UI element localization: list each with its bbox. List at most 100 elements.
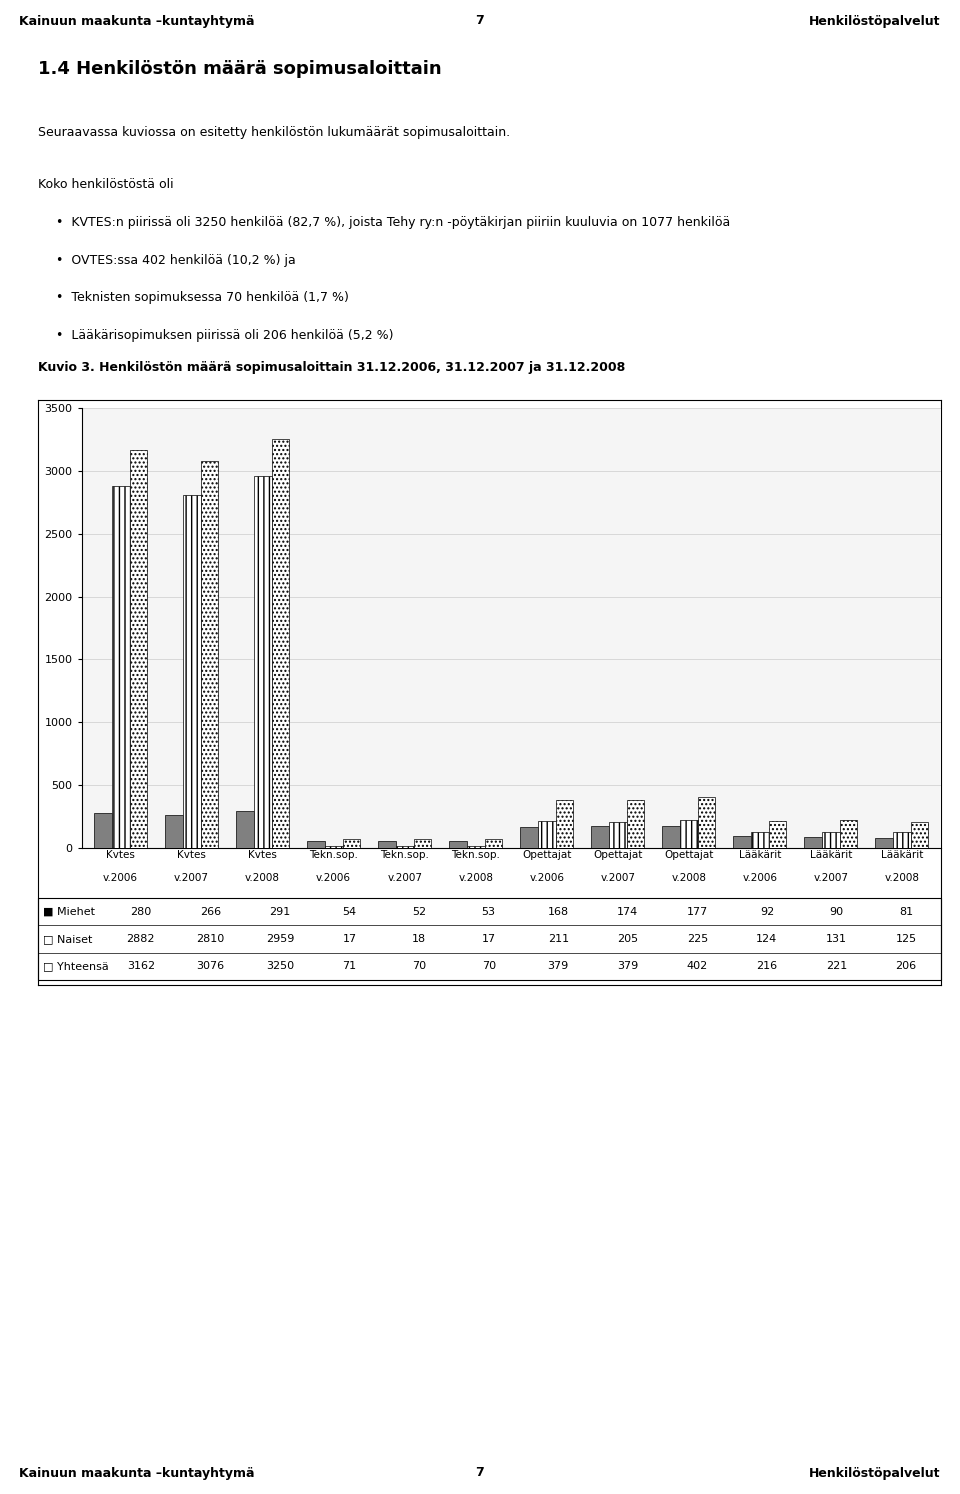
Text: ■ Miehet: ■ Miehet: [43, 907, 95, 917]
Text: Tekn.sop.: Tekn.sop.: [451, 850, 500, 861]
Text: Lääkärit: Lääkärit: [809, 850, 852, 861]
Text: •  Lääkärisopimuksen piirissä oli 206 henkilöä (5,2 %): • Lääkärisopimuksen piirissä oli 206 hen…: [57, 330, 394, 342]
Bar: [627, 801, 644, 849]
Text: Seuraavassa kuviossa on esitetty henkilöstön lukumäärät sopimusaloittain.: Seuraavassa kuviossa on esitetty henkilö…: [38, 125, 511, 139]
Text: 124: 124: [756, 934, 778, 944]
Text: 3250: 3250: [266, 961, 294, 971]
Text: 216: 216: [756, 961, 778, 971]
Text: 177: 177: [686, 907, 708, 917]
Text: 3162: 3162: [127, 961, 155, 971]
Text: v.2006: v.2006: [316, 872, 351, 883]
Bar: [201, 462, 218, 849]
Text: Kainuun maakunta –kuntayhtymä: Kainuun maakunta –kuntayhtymä: [19, 15, 254, 27]
Text: v.2007: v.2007: [813, 872, 849, 883]
Bar: [804, 837, 822, 849]
Text: Tekn.sop.: Tekn.sop.: [309, 850, 358, 861]
Text: Opettajat: Opettajat: [522, 850, 571, 861]
Bar: [378, 841, 396, 849]
Text: Henkilöstöpalvelut: Henkilöstöpalvelut: [809, 15, 941, 27]
Bar: [609, 822, 627, 849]
Bar: [130, 451, 147, 849]
Bar: [893, 832, 911, 849]
Text: 7: 7: [475, 15, 485, 27]
Text: 379: 379: [617, 961, 638, 971]
Text: Lääkärit: Lääkärit: [738, 850, 780, 861]
Bar: [414, 840, 431, 849]
Bar: [307, 841, 324, 849]
Text: 17: 17: [482, 934, 495, 944]
Text: 54: 54: [343, 907, 356, 917]
Text: v.2007: v.2007: [600, 872, 636, 883]
Text: 2810: 2810: [196, 934, 225, 944]
Text: Tekn.sop.: Tekn.sop.: [380, 850, 429, 861]
Text: •  Teknisten sopimuksessa 70 henkilöä (1,7 %): • Teknisten sopimuksessa 70 henkilöä (1,…: [57, 291, 349, 305]
Text: 2959: 2959: [266, 934, 294, 944]
Text: v.2008: v.2008: [245, 872, 280, 883]
Bar: [751, 832, 769, 849]
Text: 53: 53: [482, 907, 495, 917]
Text: 211: 211: [547, 934, 568, 944]
Text: 7: 7: [475, 1467, 485, 1479]
Bar: [449, 841, 467, 849]
Text: v.2008: v.2008: [458, 872, 493, 883]
Text: 18: 18: [412, 934, 426, 944]
Bar: [165, 814, 182, 849]
Text: 3076: 3076: [197, 961, 225, 971]
Text: 70: 70: [412, 961, 426, 971]
Bar: [911, 822, 928, 849]
Text: 81: 81: [899, 907, 913, 917]
Bar: [236, 811, 253, 849]
Bar: [396, 846, 414, 849]
Text: 168: 168: [547, 907, 568, 917]
Text: 2882: 2882: [127, 934, 156, 944]
Bar: [591, 826, 609, 849]
Text: Kvtes: Kvtes: [249, 850, 277, 861]
Bar: [733, 837, 751, 849]
Bar: [520, 826, 538, 849]
Text: 266: 266: [200, 907, 221, 917]
Text: 1.4 Henkilöstön määrä sopimusaloittain: 1.4 Henkilöstön määrä sopimusaloittain: [38, 60, 442, 78]
Text: v.2008: v.2008: [884, 872, 920, 883]
Text: v.2006: v.2006: [529, 872, 564, 883]
Text: 379: 379: [547, 961, 569, 971]
Text: v.2006: v.2006: [103, 872, 138, 883]
Text: Opettajat: Opettajat: [664, 850, 713, 861]
Text: Kvtes: Kvtes: [178, 850, 206, 861]
Bar: [822, 832, 840, 849]
Text: Koko henkilöstöstä oli: Koko henkilöstöstä oli: [38, 178, 174, 191]
Text: 17: 17: [343, 934, 356, 944]
Text: Kainuun maakunta –kuntayhtymä: Kainuun maakunta –kuntayhtymä: [19, 1467, 254, 1479]
Text: v.2007: v.2007: [387, 872, 422, 883]
Bar: [324, 846, 343, 849]
Text: •  OVTES:ssa 402 henkilöä (10,2 %) ja: • OVTES:ssa 402 henkilöä (10,2 %) ja: [57, 254, 297, 266]
Text: Henkilöstöpalvelut: Henkilöstöpalvelut: [809, 1467, 941, 1479]
Text: 280: 280: [131, 907, 152, 917]
Bar: [680, 820, 698, 849]
Text: 90: 90: [829, 907, 844, 917]
Bar: [272, 439, 289, 849]
Bar: [698, 798, 715, 849]
Text: v.2007: v.2007: [174, 872, 209, 883]
Text: 70: 70: [482, 961, 495, 971]
Bar: [485, 840, 502, 849]
Text: Lääkärit: Lääkärit: [880, 850, 923, 861]
Bar: [182, 495, 201, 849]
Text: 402: 402: [686, 961, 708, 971]
Text: 205: 205: [617, 934, 638, 944]
Text: 174: 174: [617, 907, 638, 917]
Text: 52: 52: [412, 907, 426, 917]
Text: 206: 206: [896, 961, 917, 971]
Text: □ Naiset: □ Naiset: [43, 934, 92, 944]
Bar: [111, 486, 130, 849]
Bar: [538, 822, 556, 849]
Text: Kuvio 3. Henkilöstön määrä sopimusaloittain 31.12.2006, 31.12.2007 ja 31.12.2008: Kuvio 3. Henkilöstön määrä sopimusaloitt…: [38, 362, 626, 374]
Text: 225: 225: [686, 934, 708, 944]
Text: v.2008: v.2008: [671, 872, 707, 883]
Text: •  KVTES:n piirissä oli 3250 henkilöä (82,7 %), joista Tehy ry:n -pöytäkirjan pi: • KVTES:n piirissä oli 3250 henkilöä (82…: [57, 215, 731, 229]
Bar: [876, 838, 893, 849]
Text: 92: 92: [759, 907, 774, 917]
Text: 131: 131: [826, 934, 847, 944]
Text: 71: 71: [343, 961, 356, 971]
Bar: [556, 801, 573, 849]
Text: Opettajat: Opettajat: [593, 850, 642, 861]
